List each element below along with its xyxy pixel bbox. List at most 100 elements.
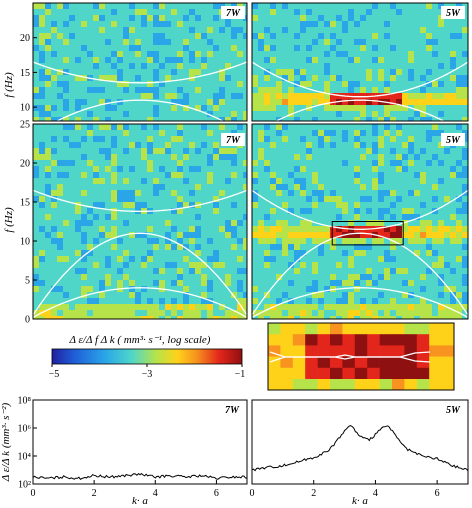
heatmap-cell bbox=[39, 196, 45, 202]
heatmap-cell bbox=[438, 172, 444, 178]
heatmap-cell bbox=[324, 154, 330, 160]
heatmap-cell bbox=[111, 256, 117, 262]
heatmap-cell bbox=[426, 298, 432, 304]
heatmap-cell bbox=[420, 27, 426, 33]
heatmap-cell bbox=[438, 45, 444, 51]
heatmap-cell bbox=[51, 39, 57, 45]
heatmap-cell bbox=[51, 15, 57, 21]
heatmap-cell bbox=[45, 178, 51, 184]
heatmap-cell bbox=[207, 21, 213, 27]
heatmap-cell bbox=[81, 160, 87, 166]
heatmap-cell bbox=[252, 316, 258, 319]
heatmap-cell bbox=[225, 81, 231, 87]
heatmap-cell bbox=[432, 87, 438, 93]
heatmap-cell bbox=[420, 81, 426, 87]
heatmap-cell bbox=[165, 220, 171, 226]
heatmap-cell bbox=[141, 232, 147, 238]
heatmap-cell bbox=[306, 262, 312, 268]
heatmap-cell bbox=[276, 154, 282, 160]
heatmap-cell bbox=[117, 93, 123, 99]
heatmap-cell bbox=[105, 178, 111, 184]
heatmap-cell bbox=[177, 57, 183, 63]
zoom-inset-cell bbox=[392, 356, 405, 369]
heatmap-cell bbox=[153, 124, 159, 130]
heatmap-cell bbox=[420, 292, 426, 298]
heatmap-cell bbox=[354, 57, 360, 63]
heatmap-cell bbox=[93, 178, 99, 184]
heatmap-cell bbox=[237, 45, 243, 51]
heatmap-cell bbox=[300, 148, 306, 154]
heatmap-cell bbox=[135, 220, 141, 226]
heatmap-cell bbox=[201, 250, 207, 256]
heatmap-cell bbox=[306, 214, 312, 220]
heatmap-cell bbox=[123, 57, 129, 63]
heatmap-cell bbox=[57, 142, 63, 148]
heatmap-cell bbox=[141, 3, 147, 9]
heatmap-cell bbox=[147, 39, 153, 45]
heatmap-cell bbox=[336, 196, 342, 202]
heatmap-cell bbox=[294, 9, 300, 15]
heatmap-cell bbox=[195, 45, 201, 51]
heatmap-cell bbox=[105, 202, 111, 208]
heatmap-cell bbox=[306, 3, 312, 9]
heatmap-cell bbox=[129, 196, 135, 202]
heatmap-cell bbox=[360, 220, 366, 226]
heatmap-cell bbox=[39, 136, 45, 142]
heatmap-cell bbox=[366, 292, 372, 298]
heatmap-cell bbox=[420, 33, 426, 39]
heatmap-cell bbox=[69, 316, 75, 319]
heatmap-cell bbox=[171, 160, 177, 166]
heatmap-cell bbox=[402, 33, 408, 39]
heatmap-cell bbox=[396, 220, 402, 226]
heatmap-cell bbox=[462, 39, 468, 45]
heatmap-cell bbox=[183, 202, 189, 208]
heatmap-cell bbox=[129, 172, 135, 178]
heatmap-cell bbox=[354, 262, 360, 268]
heatmap-cell bbox=[165, 9, 171, 15]
heatmap-cell bbox=[348, 178, 354, 184]
heatmap-cell bbox=[45, 196, 51, 202]
heatmap-cell bbox=[426, 75, 432, 81]
heatmap-cell bbox=[366, 160, 372, 166]
heatmap-cell bbox=[69, 9, 75, 15]
heatmap-cell bbox=[201, 105, 207, 111]
heatmap-cell bbox=[39, 154, 45, 160]
heatmap-cell bbox=[336, 184, 342, 190]
heatmap-cell bbox=[384, 292, 390, 298]
heatmap-cell bbox=[450, 39, 456, 45]
x-tick-label: 4 bbox=[153, 488, 158, 499]
heatmap-cell bbox=[306, 136, 312, 142]
heatmap-cell bbox=[312, 87, 318, 93]
heatmap-cell bbox=[93, 99, 99, 105]
heatmap-cell bbox=[183, 226, 189, 232]
heatmap-cell bbox=[123, 160, 129, 166]
heatmap-cell bbox=[270, 244, 276, 250]
heatmap-cell bbox=[360, 15, 366, 21]
heatmap-cell bbox=[438, 292, 444, 298]
heatmap-cell bbox=[69, 190, 75, 196]
heatmap-cell bbox=[75, 244, 81, 250]
heatmap-cell bbox=[75, 202, 81, 208]
heatmap-cell bbox=[207, 190, 213, 196]
heatmap-cell bbox=[384, 238, 390, 244]
heatmap-cell bbox=[390, 244, 396, 250]
heatmap-cell bbox=[270, 226, 276, 232]
heatmap-cell bbox=[93, 21, 99, 27]
heatmap-cell bbox=[237, 166, 243, 172]
heatmap-cell bbox=[420, 298, 426, 304]
heatmap-cell bbox=[183, 196, 189, 202]
heatmap-cell bbox=[69, 39, 75, 45]
heatmap-cell bbox=[81, 136, 87, 142]
heatmap-cell bbox=[318, 184, 324, 190]
heatmap-cell bbox=[225, 39, 231, 45]
heatmap-cell bbox=[426, 93, 432, 99]
heatmap-cell bbox=[270, 172, 276, 178]
heatmap-cell bbox=[117, 262, 123, 268]
heatmap-cell bbox=[147, 45, 153, 51]
heatmap-cell bbox=[57, 262, 63, 268]
heatmap-cell bbox=[318, 15, 324, 21]
heatmap-cell bbox=[450, 280, 456, 286]
heatmap-cell bbox=[135, 15, 141, 21]
heatmap-cell bbox=[312, 99, 318, 105]
heatmap-cell bbox=[444, 27, 450, 33]
